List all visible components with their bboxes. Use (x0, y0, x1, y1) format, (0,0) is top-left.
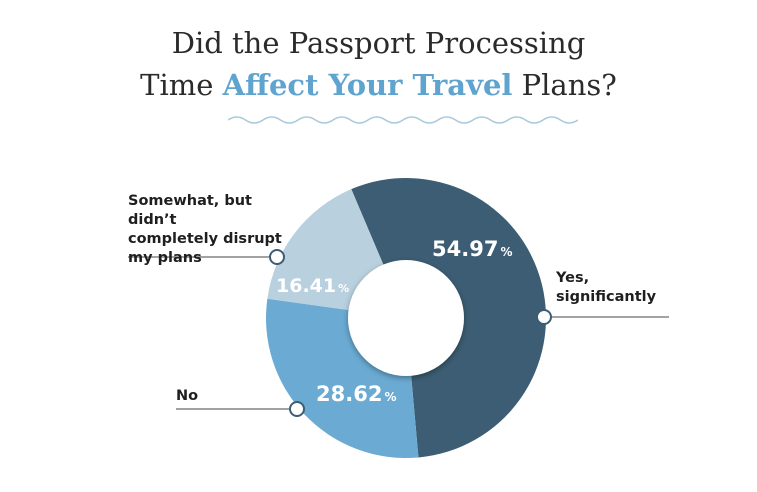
marker-yes (536, 309, 552, 325)
data-label-yes: 54.97% (432, 237, 512, 261)
legend-label-somewhat: Somewhat, but didn’t completely disrupt … (128, 192, 298, 268)
data-label-no: 28.62% (316, 382, 396, 406)
slice-somewhat (267, 189, 387, 312)
data-label-no-unit: % (384, 390, 396, 404)
donut-slices (266, 178, 546, 458)
data-label-somewhat: 16.41% (276, 275, 349, 297)
title-line-2-end: Plans? (521, 68, 617, 102)
marker-somewhat (269, 249, 285, 265)
chart-title: Did the Passport Processing Time Affect … (0, 22, 757, 106)
legend-label-yes-line-2: significantly (556, 289, 657, 305)
legend-label-somewhat-line-3: my plans (128, 250, 202, 266)
marker-no (289, 401, 305, 417)
decorative-wave-divider (228, 116, 578, 124)
data-label-somewhat-unit: % (338, 282, 349, 295)
legend-label-yes: Yes, significantly (556, 269, 686, 307)
title-accent: Affect Your Travel (222, 68, 513, 102)
donut-hole (348, 260, 464, 376)
data-label-somewhat-value: 16.41 (276, 275, 336, 297)
data-label-yes-value: 54.97 (432, 237, 498, 261)
legend-label-somewhat-line-2: completely disrupt (128, 231, 282, 247)
slice-no (266, 298, 419, 458)
legend-label-no: No (176, 388, 199, 404)
legend-label-yes-line-1: Yes, (556, 270, 590, 286)
legend-label-somewhat-line-1: Somewhat, but didn’t (128, 193, 252, 228)
data-label-no-value: 28.62 (316, 382, 382, 406)
title-line-2-start: Time (140, 68, 214, 102)
title-line-1: Did the Passport Processing (171, 26, 586, 60)
data-label-yes-unit: % (500, 245, 512, 259)
title-line-2: Time Affect Your Travel Plans? (0, 64, 757, 106)
slice-yes (351, 178, 546, 458)
